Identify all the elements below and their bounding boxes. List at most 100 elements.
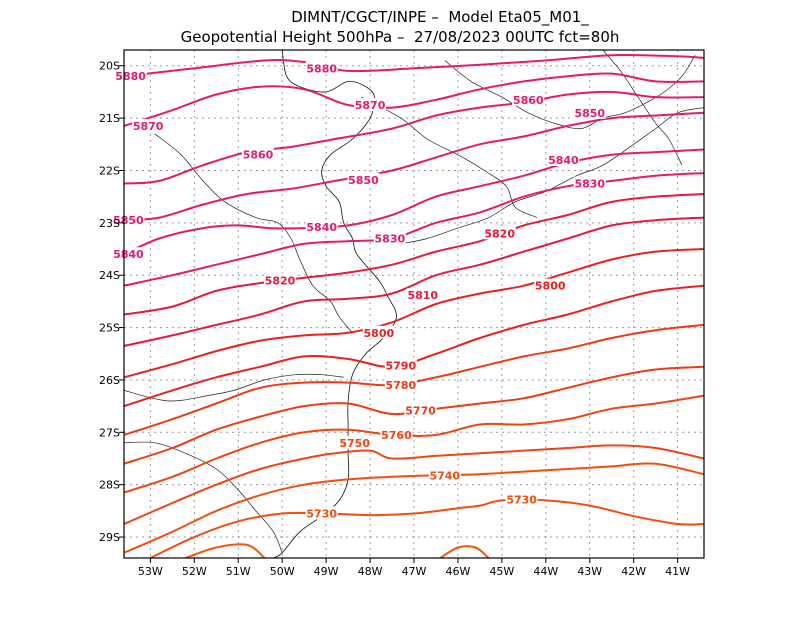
contour-label-5760-0: 5760 xyxy=(381,429,412,442)
x-tick-label-1: 52W xyxy=(182,565,207,578)
contour-5800-8 xyxy=(124,248,704,379)
contour-label-5830-0: 5830 xyxy=(375,233,406,246)
y-tick-label-1: 21S xyxy=(99,112,120,125)
contour-label-5840-1: 5840 xyxy=(306,221,337,234)
contour-label-5870-0: 5870 xyxy=(133,120,164,133)
x-tick-label-0: 53W xyxy=(138,565,163,578)
contour-5860-2 xyxy=(124,90,704,185)
contour-label-5860-1: 5860 xyxy=(513,94,544,107)
chart-title-line-2: Geopotential Height 500hPa – 27/08/2023 … xyxy=(181,28,620,46)
x-tick-label-3: 50W xyxy=(270,565,295,578)
contour-label-bg-5840-0 xyxy=(112,247,145,261)
contour-label-bg-5730-0 xyxy=(305,506,338,520)
x-tick-label-4: 49W xyxy=(314,565,339,578)
contour-lines xyxy=(124,53,704,558)
contour-label-5750-0: 5750 xyxy=(339,437,370,450)
contour-label-bg-5820-0 xyxy=(263,273,296,287)
contour-label-bg-5840-1 xyxy=(305,220,338,234)
contour-5840-4 xyxy=(124,148,704,256)
contour-label-5740-0: 5740 xyxy=(429,469,460,482)
contour-label-bg-5850-1 xyxy=(347,172,380,186)
state-border-2 xyxy=(124,441,283,553)
contour-5830-5 xyxy=(124,172,704,287)
x-tick-label-5: 48W xyxy=(358,565,383,578)
y-tick-label-2: 22S xyxy=(99,164,120,177)
x-tick-label-2: 51W xyxy=(226,565,251,578)
contour-label-5850-1: 5850 xyxy=(348,174,379,187)
contour-5820-6 xyxy=(124,193,704,316)
contour-label-5820-0: 5820 xyxy=(265,274,296,287)
contour-label-5870-1: 5870 xyxy=(355,99,386,112)
contour-label-bg-5840-2 xyxy=(547,152,580,166)
contour-label-bg-5790-0 xyxy=(384,358,417,372)
x-axis: 53W 52W 51W 50W 49W 48W 47W 46W 45W 44W 43W 42W 41W xyxy=(138,558,690,578)
contour-5760-12 xyxy=(124,394,704,494)
x-tick-label-10: 43W xyxy=(577,565,602,578)
contour-labels: 5880 5880 5870 5870 5860 5860 5850 5850 5850 5840… xyxy=(112,61,606,520)
contour-label-5800-1: 5800 xyxy=(535,280,566,293)
state-border-0 xyxy=(154,133,353,334)
contour-label-5770-0: 5770 xyxy=(405,404,436,417)
y-tick-label-3: 23S xyxy=(99,217,120,230)
contour-label-bg-5860-1 xyxy=(512,92,545,106)
contour-label-bg-5740-0 xyxy=(428,468,461,482)
contour-label-5840-0: 5840 xyxy=(113,248,144,261)
contour-label-5810-0: 5810 xyxy=(407,289,438,302)
contour-label-5880-0: 5880 xyxy=(115,70,146,83)
y-tick-label-0: 20S xyxy=(99,60,120,73)
y-axis: 20S 21S 22S 23S 24S 25S 26S 27S 28S 29S xyxy=(99,60,124,544)
grid-lines xyxy=(124,50,704,558)
contour-label-bg-5810-0 xyxy=(406,288,439,302)
contour-5750-13 xyxy=(124,444,704,525)
contour-label-5850-0: 5850 xyxy=(113,214,144,227)
contour-label-5730-1: 5730 xyxy=(506,493,537,506)
contour-label-5830-1: 5830 xyxy=(574,178,605,191)
state-border-1 xyxy=(124,373,344,402)
contour-5720-16 xyxy=(184,543,266,558)
y-tick-label-7: 27S xyxy=(99,426,120,439)
contour-label-bg-5750-0 xyxy=(338,435,371,449)
state-border-4 xyxy=(444,55,696,130)
contour-5740-14 xyxy=(124,462,704,554)
y-tick-label-4: 24S xyxy=(99,269,120,282)
state-border-3 xyxy=(361,96,538,218)
contour-label-bg-5800-1 xyxy=(534,278,567,292)
contour-label-5800-0: 5800 xyxy=(364,327,395,340)
x-tick-label-8: 45W xyxy=(489,565,514,578)
x-tick-label-6: 47W xyxy=(402,565,427,578)
contour-label-bg-5760-0 xyxy=(380,427,413,441)
contour-5720-17 xyxy=(439,545,490,558)
contour-label-5820-1: 5820 xyxy=(484,227,515,240)
y-tick-label-8: 28S xyxy=(99,479,120,492)
contour-label-bg-5870-1 xyxy=(354,97,387,111)
state-border-6 xyxy=(602,50,683,166)
contour-label-bg-5830-0 xyxy=(373,231,406,245)
x-tick-label-9: 44W xyxy=(533,565,558,578)
contour-label-bg-5860-0 xyxy=(242,147,275,161)
contour-label-bg-5780-0 xyxy=(384,378,417,392)
contour-label-5850-2: 5850 xyxy=(574,107,605,120)
contour-label-bg-5870-0 xyxy=(132,118,165,132)
contour-5810-7 xyxy=(124,216,704,347)
contour-5850-3 xyxy=(124,111,704,222)
chart-title-line-1: DIMNT/CGCT/INPE – Model Eta05_M01_ xyxy=(291,8,589,27)
y-tick-label-5: 25S xyxy=(99,322,120,335)
x-tick-label-7: 46W xyxy=(446,565,471,578)
contour-label-5860-0: 5860 xyxy=(243,149,274,162)
y-tick-label-6: 26S xyxy=(99,374,120,387)
contour-label-bg-5880-1 xyxy=(305,61,338,75)
y-tick-label-9: 29S xyxy=(99,531,120,544)
contour-label-bg-5880-0 xyxy=(114,69,147,83)
x-tick-label-11: 42W xyxy=(621,565,646,578)
state-border-5 xyxy=(400,107,704,245)
contour-5880-0 xyxy=(124,53,704,78)
contour-label-5880-1: 5880 xyxy=(306,62,337,75)
contour-label-bg-5820-1 xyxy=(483,226,516,240)
contour-label-bg-5830-1 xyxy=(573,176,606,190)
contour-label-5730-0: 5730 xyxy=(306,507,337,520)
contour-label-bg-5770-0 xyxy=(404,403,437,417)
contour-label-5790-0: 5790 xyxy=(386,359,417,372)
contour-5730-15 xyxy=(149,498,704,558)
contour-label-bg-5850-2 xyxy=(573,105,606,119)
